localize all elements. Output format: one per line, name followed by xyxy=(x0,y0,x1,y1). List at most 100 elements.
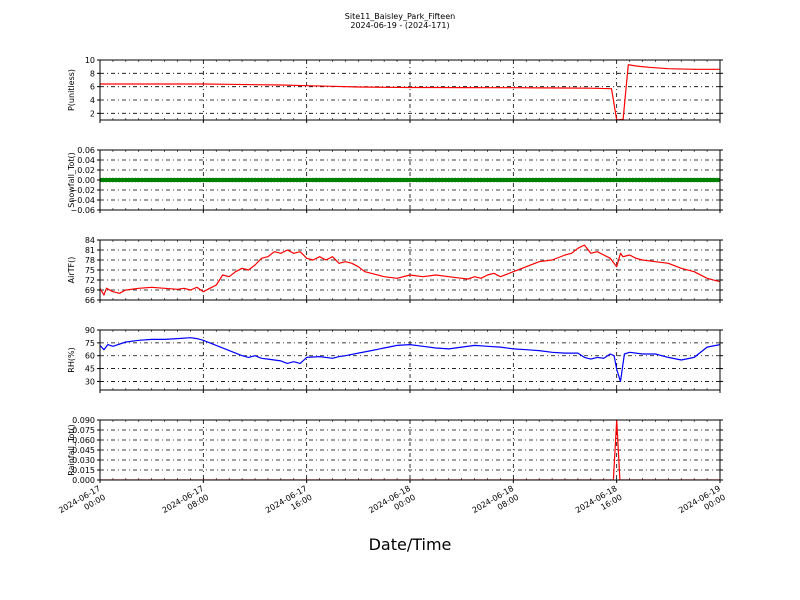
series xyxy=(100,177,720,183)
data-point xyxy=(326,177,332,183)
data-point xyxy=(556,177,561,183)
data-point xyxy=(711,177,716,183)
chart-title-line1: Site11_Baisley_Park_Fifteen xyxy=(345,12,455,21)
data-point xyxy=(669,177,674,183)
data-point xyxy=(401,177,406,183)
data-point xyxy=(226,177,232,183)
panel-2: −0.06−0.04−0.020.000.020.040.06Snowfall_… xyxy=(67,146,723,215)
data-point xyxy=(349,177,355,183)
data-point xyxy=(565,177,571,183)
y-tick-label: 0.06 xyxy=(77,146,95,155)
y-tick-label: 0.045 xyxy=(72,446,95,455)
y-tick-label: 30 xyxy=(85,377,95,386)
data-point xyxy=(110,177,116,183)
data-point xyxy=(449,177,455,183)
data-point xyxy=(391,177,397,183)
data-point xyxy=(339,177,345,183)
data-point xyxy=(662,177,668,183)
data-point xyxy=(188,177,193,183)
data-point xyxy=(646,177,652,183)
data-point xyxy=(385,177,390,183)
data-point xyxy=(217,177,222,183)
data-point xyxy=(517,177,523,183)
y-tick-label: 2 xyxy=(90,109,95,118)
data-point xyxy=(191,177,196,183)
data-point xyxy=(481,177,487,183)
axes-frame xyxy=(99,239,721,301)
data-point xyxy=(197,177,203,183)
data-point xyxy=(572,177,577,183)
data-point xyxy=(507,177,513,183)
y-tick-label: 0.075 xyxy=(72,426,95,435)
data-point xyxy=(275,177,280,183)
data-point xyxy=(133,177,138,183)
data-point xyxy=(165,177,171,183)
data-point xyxy=(262,177,267,183)
y-tick-label: −0.06 xyxy=(70,206,95,215)
data-point xyxy=(717,177,720,183)
data-point xyxy=(536,177,542,183)
data-point xyxy=(695,177,700,183)
data-point xyxy=(330,177,335,183)
data-point xyxy=(155,177,161,183)
y-axis-label: P(unitless) xyxy=(67,69,76,111)
axes-frame xyxy=(99,419,721,481)
data-point xyxy=(381,177,387,183)
y-tick-label: 78 xyxy=(85,256,95,265)
data-point xyxy=(162,177,167,183)
data-point xyxy=(107,177,112,183)
data-point xyxy=(410,177,416,183)
data-point xyxy=(494,177,500,183)
data-point xyxy=(259,177,264,183)
data-point xyxy=(417,177,422,183)
data-point xyxy=(404,177,410,183)
data-point xyxy=(278,177,284,183)
data-point xyxy=(265,177,271,183)
data-point xyxy=(601,177,607,183)
y-tick-label: 0.04 xyxy=(77,156,95,165)
x-tick-label: 2024-06-1808:00 xyxy=(471,484,521,524)
x-tick-label: 2024-06-1716:00 xyxy=(264,484,314,524)
data-point xyxy=(591,177,597,183)
data-point xyxy=(446,177,452,183)
data-point xyxy=(549,177,555,183)
data-point xyxy=(236,177,242,183)
data-point xyxy=(614,177,619,183)
data-point xyxy=(685,177,691,183)
data-point xyxy=(636,177,642,183)
data-point xyxy=(243,177,248,183)
series-line xyxy=(100,244,720,296)
data-point xyxy=(368,177,374,183)
data-point xyxy=(504,177,510,183)
data-point xyxy=(104,177,109,183)
data-point xyxy=(423,177,429,183)
data-point xyxy=(181,177,187,183)
panels: 2 4 6 8 10 P(unitless) −0.06−0.04−0.020.000.02… xyxy=(67,56,723,485)
data-point xyxy=(553,177,558,183)
data-point xyxy=(704,177,710,183)
data-point xyxy=(398,177,403,183)
data-point xyxy=(540,177,545,183)
data-point xyxy=(682,177,687,183)
data-point xyxy=(436,177,442,183)
data-point xyxy=(414,177,419,183)
y-tick-label: 75 xyxy=(85,266,95,275)
data-point xyxy=(594,177,600,183)
data-point xyxy=(268,177,274,183)
data-point xyxy=(523,177,529,183)
y-tick-label: 6 xyxy=(90,83,95,92)
data-point xyxy=(430,177,435,183)
data-point xyxy=(708,177,713,183)
data-point xyxy=(168,177,174,183)
data-point xyxy=(469,177,474,183)
axes-frame xyxy=(99,149,721,211)
data-point xyxy=(297,177,303,183)
data-point xyxy=(485,177,490,183)
data-point xyxy=(588,177,594,183)
y-tick-label: 0.000 xyxy=(72,476,95,485)
data-point xyxy=(575,177,581,183)
data-point xyxy=(420,177,426,183)
data-point xyxy=(365,177,371,183)
data-point xyxy=(582,177,587,183)
